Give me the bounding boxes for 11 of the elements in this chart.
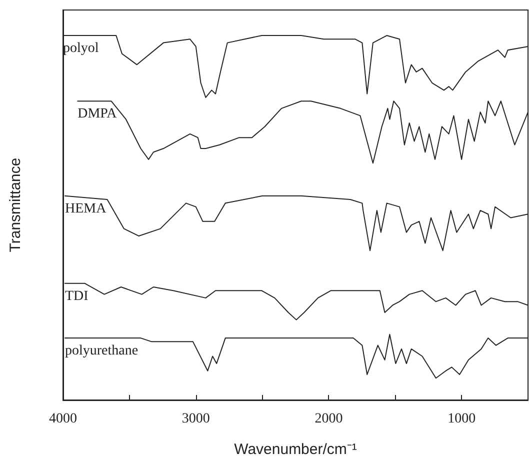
x-tick-label: 4000: [49, 412, 77, 426]
y-axis-title: Transmittance: [7, 158, 24, 252]
series-label: polyurethane: [64, 344, 138, 359]
series-label: TDI: [64, 288, 89, 304]
series-label: HEMA: [64, 201, 108, 216]
x-tick-label: 3000: [182, 412, 210, 426]
x-tick-label: 1000: [448, 412, 476, 426]
series-label: polyol: [63, 41, 99, 56]
x-axis-title: Wavenumber/cm⁻¹: [234, 441, 357, 458]
x-tick-label: 2000: [314, 412, 343, 426]
series-label: DMPA: [78, 106, 118, 122]
